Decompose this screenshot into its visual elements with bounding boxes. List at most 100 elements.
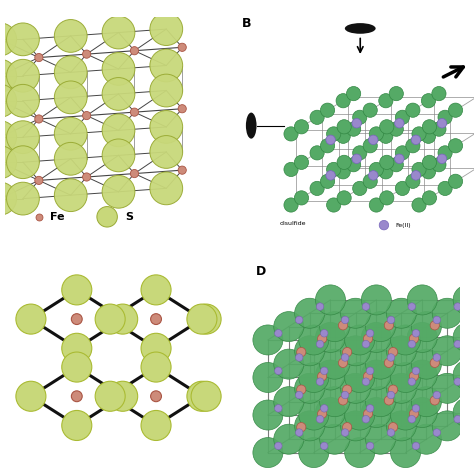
Circle shape [363,103,377,118]
Circle shape [141,410,171,440]
Circle shape [55,118,87,150]
Circle shape [387,316,395,324]
Circle shape [408,340,416,348]
Circle shape [310,110,324,124]
Circle shape [82,173,91,181]
Circle shape [319,387,350,417]
Circle shape [340,374,371,403]
Circle shape [410,372,419,381]
Circle shape [387,391,395,399]
Circle shape [337,191,351,205]
Circle shape [448,103,463,118]
Circle shape [336,129,350,143]
Circle shape [35,176,43,184]
Circle shape [274,424,304,454]
Circle shape [432,157,446,172]
Circle shape [365,349,395,379]
Circle shape [411,171,421,180]
Circle shape [411,135,421,145]
Circle shape [433,391,441,399]
Ellipse shape [246,112,256,138]
Circle shape [346,86,361,100]
Circle shape [55,142,87,175]
Circle shape [338,321,347,330]
Circle shape [341,316,349,324]
Circle shape [337,119,351,134]
Circle shape [343,347,352,356]
Circle shape [389,422,398,432]
Circle shape [352,154,361,164]
Circle shape [316,322,346,353]
Circle shape [95,381,125,411]
Circle shape [411,387,441,417]
Circle shape [368,135,378,145]
Circle shape [362,303,370,310]
Circle shape [389,122,403,137]
Circle shape [361,322,392,353]
Circle shape [320,103,335,118]
Circle shape [35,115,43,123]
Circle shape [102,175,135,208]
Circle shape [407,360,437,390]
Circle shape [387,354,395,361]
Circle shape [353,181,367,195]
Circle shape [295,391,303,399]
Circle shape [295,429,303,436]
Circle shape [362,415,370,423]
Circle shape [353,110,367,124]
Circle shape [394,154,404,164]
Circle shape [16,304,46,334]
Circle shape [454,340,462,348]
Circle shape [412,329,420,337]
Circle shape [320,138,335,153]
Circle shape [297,422,306,432]
Circle shape [299,438,329,467]
Circle shape [343,385,352,394]
Circle shape [299,363,329,392]
Circle shape [295,298,325,328]
Circle shape [337,155,351,170]
Circle shape [316,398,346,428]
Circle shape [299,325,329,355]
Text: S: S [125,212,133,222]
Circle shape [433,354,441,361]
Circle shape [295,316,303,324]
Text: Fe(II): Fe(II) [396,223,411,228]
Circle shape [346,157,361,172]
Circle shape [379,93,393,108]
Circle shape [130,108,138,116]
Circle shape [454,415,462,423]
Circle shape [412,367,420,374]
Circle shape [310,146,324,160]
Circle shape [150,136,182,168]
Circle shape [316,285,346,315]
Circle shape [345,363,374,392]
Circle shape [366,367,374,374]
Circle shape [274,387,304,417]
Circle shape [353,146,367,160]
Circle shape [191,304,221,334]
Circle shape [55,56,87,89]
Circle shape [379,220,389,230]
Circle shape [310,181,324,195]
Circle shape [316,415,324,423]
Circle shape [430,396,439,405]
Circle shape [82,50,91,58]
Circle shape [340,298,371,328]
Circle shape [412,198,426,212]
Circle shape [150,172,182,205]
Circle shape [340,336,371,366]
Circle shape [387,429,395,436]
Circle shape [386,298,416,328]
Circle shape [379,129,393,143]
Circle shape [432,411,462,441]
Circle shape [274,442,282,450]
Circle shape [319,349,350,379]
Circle shape [386,374,416,403]
Circle shape [432,374,462,403]
Circle shape [316,303,324,310]
Circle shape [341,354,349,361]
Circle shape [130,170,138,178]
Text: Fe: Fe [50,212,65,222]
Circle shape [187,381,217,411]
